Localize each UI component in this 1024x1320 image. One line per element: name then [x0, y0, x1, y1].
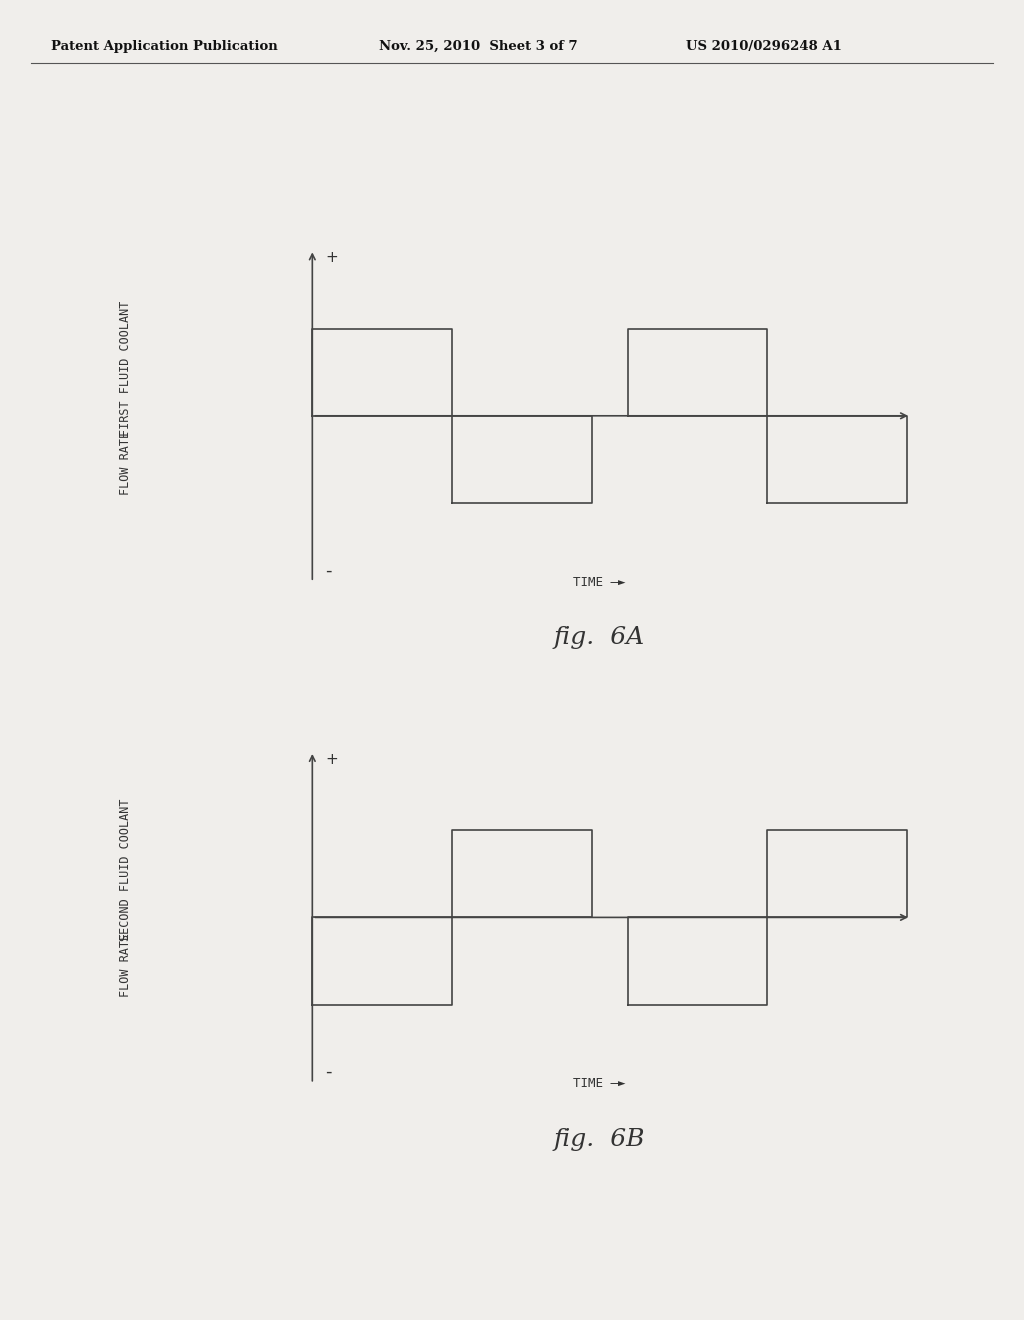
Text: FIRST FLUID COOLANT: FIRST FLUID COOLANT	[120, 301, 132, 436]
Text: TIME —►: TIME —►	[572, 576, 626, 589]
Text: FLOW RATE: FLOW RATE	[120, 933, 132, 997]
Text: Nov. 25, 2010  Sheet 3 of 7: Nov. 25, 2010 Sheet 3 of 7	[379, 40, 578, 53]
Text: +: +	[326, 249, 338, 265]
Text: FLOW RATE: FLOW RATE	[120, 432, 132, 495]
Text: US 2010/0296248 A1: US 2010/0296248 A1	[686, 40, 842, 53]
Text: Patent Application Publication: Patent Application Publication	[51, 40, 278, 53]
Text: TIME —►: TIME —►	[572, 1077, 626, 1090]
Text: fig.  6B: fig. 6B	[553, 1127, 645, 1151]
Text: fig.  6A: fig. 6A	[554, 626, 644, 649]
Text: +: +	[326, 751, 338, 767]
Text: -: -	[326, 1063, 332, 1081]
Text: -: -	[326, 561, 332, 579]
Text: SECOND FLUID COOLANT: SECOND FLUID COOLANT	[120, 799, 132, 941]
